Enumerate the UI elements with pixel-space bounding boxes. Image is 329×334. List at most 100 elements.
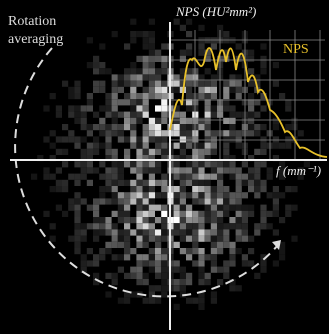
noise-pixel xyxy=(136,136,142,142)
noise-pixel xyxy=(130,217,136,223)
noise-pixel xyxy=(68,93,74,99)
noise-pixel xyxy=(254,130,260,136)
noise-pixel xyxy=(211,236,217,242)
noise-pixel xyxy=(223,205,229,211)
noise-pixel xyxy=(105,149,111,155)
noise-pixel xyxy=(273,229,279,235)
noise-pixel xyxy=(93,236,99,242)
noise-pixel xyxy=(155,248,161,254)
noise-pixel xyxy=(112,93,118,99)
noise-pixel xyxy=(180,223,186,229)
noise-pixel xyxy=(99,124,105,130)
noise-pixel xyxy=(124,217,130,223)
noise-pixel xyxy=(149,267,155,273)
noise-pixel xyxy=(273,198,279,204)
noise-pixel xyxy=(229,87,235,93)
noise-pixel xyxy=(260,136,266,142)
noise-pixel xyxy=(223,136,229,142)
noise-pixel xyxy=(205,93,211,99)
noise-pixel xyxy=(273,143,279,149)
noise-pixel xyxy=(211,291,217,297)
noise-pixel xyxy=(136,192,142,198)
noise-pixel xyxy=(236,43,242,49)
noise-pixel xyxy=(155,105,161,111)
noise-pixel xyxy=(99,105,105,111)
noise-pixel xyxy=(211,93,217,99)
noise-pixel xyxy=(242,260,248,266)
noise-pixel xyxy=(198,229,204,235)
noise-pixel xyxy=(81,118,87,124)
noise-pixel xyxy=(180,248,186,254)
noise-pixel xyxy=(205,180,211,186)
noise-pixel xyxy=(174,229,180,235)
noise-pixel xyxy=(149,285,155,291)
noise-pixel xyxy=(223,118,229,124)
noise-pixel xyxy=(130,136,136,142)
noise-pixel xyxy=(198,43,204,49)
noise-pixel xyxy=(105,93,111,99)
annotation-line: Rotation xyxy=(8,14,56,29)
noise-pixel xyxy=(161,229,167,235)
noise-pixel xyxy=(217,217,223,223)
noise-pixel xyxy=(74,242,80,248)
noise-pixel xyxy=(62,124,68,130)
noise-pixel xyxy=(99,43,105,49)
noise-pixel xyxy=(81,174,87,180)
noise-pixel xyxy=(74,223,80,229)
noise-pixel xyxy=(174,279,180,285)
noise-pixel xyxy=(130,198,136,204)
noise-pixel xyxy=(248,105,254,111)
noise-pixel xyxy=(87,260,93,266)
noise-pixel xyxy=(161,112,167,118)
noise-pixel xyxy=(161,285,167,291)
noise-pixel xyxy=(136,118,142,124)
noise-pixel xyxy=(211,149,217,155)
noise-pixel xyxy=(217,223,223,229)
noise-pixel xyxy=(62,161,68,167)
noise-pixel xyxy=(149,130,155,136)
noise-pixel xyxy=(291,205,297,211)
noise-pixel xyxy=(124,198,130,204)
noise-pixel xyxy=(155,74,161,80)
noise-pixel xyxy=(223,260,229,266)
noise-pixel xyxy=(236,87,242,93)
noise-pixel xyxy=(198,149,204,155)
noise-pixel xyxy=(174,167,180,173)
noise-pixel xyxy=(211,217,217,223)
noise-pixel xyxy=(56,186,62,192)
noise-pixel xyxy=(105,105,111,111)
noise-pixel xyxy=(205,174,211,180)
noise-pixel xyxy=(124,211,130,217)
noise-pixel xyxy=(180,174,186,180)
noise-pixel xyxy=(50,223,56,229)
noise-pixel xyxy=(254,174,260,180)
noise-pixel xyxy=(130,186,136,192)
noise-pixel xyxy=(205,118,211,124)
noise-pixel xyxy=(136,68,142,74)
noise-pixel xyxy=(205,236,211,242)
noise-pixel xyxy=(198,254,204,260)
noise-pixel xyxy=(149,93,155,99)
noise-pixel xyxy=(180,229,186,235)
x-axis-label: f (mm⁻¹) xyxy=(276,163,321,178)
noise-pixel xyxy=(136,74,142,80)
noise-pixel xyxy=(260,260,266,266)
noise-pixel xyxy=(161,279,167,285)
noise-pixel xyxy=(81,198,87,204)
noise-pixel xyxy=(143,180,149,186)
noise-pixel xyxy=(254,180,260,186)
noise-pixel xyxy=(143,74,149,80)
noise-pixel xyxy=(124,242,130,248)
noise-pixel xyxy=(260,56,266,62)
noise-pixel xyxy=(155,242,161,248)
noise-pixel xyxy=(205,198,211,204)
noise-pixel xyxy=(248,167,254,173)
noise-pixel xyxy=(273,186,279,192)
noise-pixel xyxy=(124,124,130,130)
noise-pixel xyxy=(112,87,118,93)
noise-pixel xyxy=(223,31,229,37)
noise-pixel xyxy=(285,186,291,192)
noise-pixel xyxy=(43,105,49,111)
noise-pixel xyxy=(87,93,93,99)
noise-pixel xyxy=(161,211,167,217)
